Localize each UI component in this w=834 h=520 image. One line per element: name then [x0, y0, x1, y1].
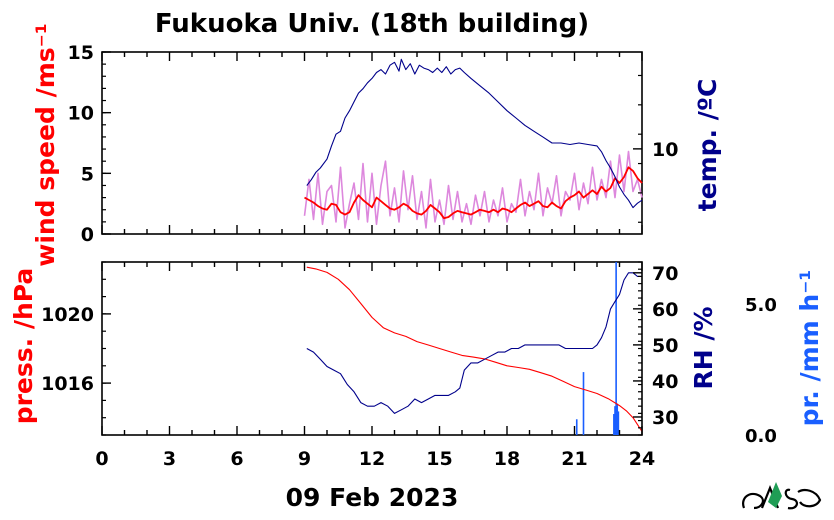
pressure-series [306, 266, 643, 432]
y-tick-label: 0 [81, 224, 94, 246]
precip-bar [614, 406, 616, 435]
y-right-tick-label: 50 [652, 335, 678, 357]
x-tick-label: 15 [426, 448, 452, 470]
y-right-tick-label: 10 [652, 139, 678, 161]
precip-bar [615, 262, 617, 435]
x-tick-label: 3 [163, 448, 176, 470]
relative_humidity-line [306, 272, 642, 414]
panel-axes: 0 5 10 15 10 [68, 42, 679, 246]
precip-bar [616, 403, 619, 435]
y-right-tick-label: 40 [652, 371, 678, 393]
x-tick-label: 6 [230, 448, 243, 470]
rh-axis-label: RH /% [689, 306, 718, 389]
precip-bar [575, 419, 578, 435]
panel-axes: 0 3 6 9 12 15 18 21 24 1016 1020 30 40 50 60 70 0.0 5.0 [41, 261, 777, 470]
y-tick-label: 1016 [41, 373, 94, 395]
humidity-series [306, 272, 642, 414]
y-right-tick-label: 30 [652, 407, 678, 429]
logo [742, 482, 822, 510]
wind-temperature-panel: 0 5 10 15 10 [68, 42, 679, 246]
wind-speed-series [304, 166, 643, 220]
y-tick-label: 10 [68, 103, 94, 125]
x-tick-label: 21 [561, 448, 587, 470]
temperature-series [306, 58, 643, 209]
wind_mean-line [304, 166, 643, 220]
precip-bar [582, 372, 585, 435]
y-tick-label: 1020 [41, 304, 94, 326]
pressure-humidity-panel: 0 3 6 9 12 15 18 21 24 1016 1020 30 40 50 60 70 0.0 5.0 [41, 261, 777, 470]
pressure-line [306, 266, 643, 432]
x-tick-label: 0 [95, 448, 108, 470]
x-tick-label: 12 [359, 448, 385, 470]
wind-axis-label: wind speed /ms⁻¹ [31, 23, 60, 267]
x-tick-label: 18 [494, 448, 520, 470]
y-tick-label: 15 [68, 42, 94, 64]
y-right-tick-label: 60 [652, 299, 678, 321]
precipitation-series [575, 262, 620, 435]
precip-tick-label: 0.0 [745, 426, 777, 447]
gust-series [303, 150, 643, 229]
precip-tick-label: 5.0 [745, 295, 777, 316]
precip-axis-label: pr. /mm h⁻¹ [795, 270, 824, 427]
precip-bar [617, 411, 620, 435]
precip-bar [613, 414, 615, 435]
x-axis-label: 09 Feb 2023 [286, 483, 459, 512]
wind_gust-line [303, 150, 643, 229]
panel-frame [101, 261, 643, 436]
y-right-tick-label: 70 [652, 263, 678, 285]
x-tick-label: 24 [629, 448, 655, 470]
y-tick-label: 5 [81, 163, 94, 185]
pressure-axis-label: press. /hPa [9, 268, 38, 425]
temperature-line [306, 58, 643, 209]
temp-axis-label: temp. /ºC [693, 79, 722, 212]
x-tick-label: 9 [298, 448, 311, 470]
chart-title: Fukuoka Univ. (18th building) [155, 9, 589, 39]
